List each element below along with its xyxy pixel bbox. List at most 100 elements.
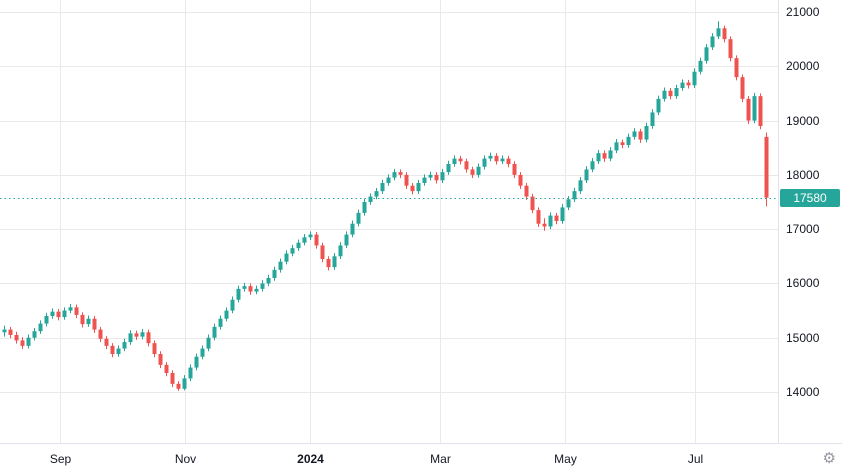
candle-body	[164, 364, 169, 373]
candle-body	[224, 310, 229, 319]
candle-body	[176, 383, 181, 389]
candle-body	[596, 153, 601, 162]
time-axis-label: Nov	[174, 452, 197, 466]
candle-body	[608, 150, 613, 159]
candle-body	[266, 278, 271, 284]
candle-body	[188, 367, 193, 379]
price-axis-label: 15000	[786, 330, 820, 345]
candle-body	[260, 283, 265, 289]
candle-body	[8, 329, 13, 335]
candle-body	[332, 256, 337, 268]
time-axis-label: Mar	[430, 452, 451, 466]
candle-body	[26, 337, 31, 346]
candle-body	[290, 248, 295, 254]
candle-body	[476, 166, 481, 175]
candle-body	[98, 329, 103, 339]
candle-body	[386, 177, 391, 183]
candle-body	[632, 131, 637, 137]
time-axis-label: Jul	[687, 452, 704, 466]
candle-body	[734, 58, 739, 78]
candle-body	[728, 39, 733, 59]
candle-body	[416, 183, 421, 192]
candle-body	[440, 172, 445, 181]
time-axis-label: 2024	[297, 452, 324, 466]
candle-body	[122, 342, 127, 349]
candle-body	[620, 142, 625, 145]
candle-body	[302, 237, 307, 243]
settings-icon[interactable]: ⚙	[822, 450, 836, 467]
candle-body	[590, 161, 595, 170]
candle-body	[92, 318, 97, 330]
candle-body	[494, 155, 499, 162]
candle-body	[698, 60, 703, 72]
candle-body	[230, 299, 235, 311]
candle-body	[668, 90, 673, 97]
candle-body	[434, 174, 439, 181]
candle-body	[182, 378, 187, 389]
candle-body	[560, 207, 565, 221]
price-axis-label: 20000	[786, 59, 820, 74]
candle-body	[470, 169, 475, 175]
candle-body	[740, 77, 745, 99]
candle-body	[764, 136, 769, 198]
candle-body	[500, 158, 505, 162]
candle-body	[650, 112, 655, 126]
candle-body	[644, 126, 649, 140]
candle-body	[2, 329, 7, 333]
candle-body	[38, 323, 43, 332]
last-price-badge: 17580	[780, 188, 840, 207]
candle-body	[548, 215, 553, 227]
candle-body	[710, 36, 715, 48]
candle-body	[44, 316, 49, 324]
candle-body	[380, 183, 385, 192]
candle-body	[602, 153, 607, 159]
candle-body	[104, 338, 109, 346]
candle-body	[614, 142, 619, 151]
price-axis[interactable]: 17580 21000 20000 19000 18000 17000 16000 1500…	[779, 0, 842, 443]
price-axis-label: 19000	[786, 113, 820, 128]
candle-body	[80, 314, 85, 325]
candle-body	[68, 307, 73, 311]
candle-body	[626, 136, 631, 145]
candle-body	[488, 155, 493, 159]
candle-body	[206, 337, 211, 349]
candle-body	[452, 158, 457, 164]
candle-body	[152, 343, 157, 354]
candle-body	[422, 177, 427, 183]
candle-body	[716, 28, 721, 37]
candle-body	[236, 288, 241, 300]
candle-body	[722, 28, 727, 40]
candle-body	[248, 286, 253, 292]
candle-body	[56, 311, 61, 318]
candle-body	[692, 71, 697, 86]
candle-body	[428, 174, 433, 178]
candle-body	[680, 82, 685, 88]
price-axis-label: 18000	[786, 167, 820, 182]
candle-body	[134, 333, 139, 337]
candle-body	[314, 234, 319, 246]
candle-body	[752, 96, 757, 121]
candle-body	[62, 310, 67, 318]
candle-body	[140, 332, 145, 337]
candle-body	[218, 318, 223, 327]
candle-body	[362, 202, 367, 213]
candle-body	[194, 356, 199, 368]
candle-body	[392, 172, 397, 178]
candle-body	[758, 96, 763, 126]
candle-body	[254, 288, 259, 292]
candle-body	[482, 158, 487, 167]
candle-body	[356, 212, 361, 224]
candle-body	[458, 158, 463, 162]
candle-body	[536, 210, 541, 224]
time-axis[interactable]: ⚙ Sep Nov 2024 Mar May Jul	[0, 443, 842, 476]
candle-body	[242, 286, 247, 289]
candle-body	[278, 261, 283, 270]
candle-body	[704, 47, 709, 61]
candle-body	[170, 373, 175, 384]
candle-body	[578, 180, 583, 192]
price-axis-label: 17000	[786, 222, 820, 237]
candle-body	[572, 191, 577, 200]
price-axis-label: 21000	[786, 5, 820, 19]
